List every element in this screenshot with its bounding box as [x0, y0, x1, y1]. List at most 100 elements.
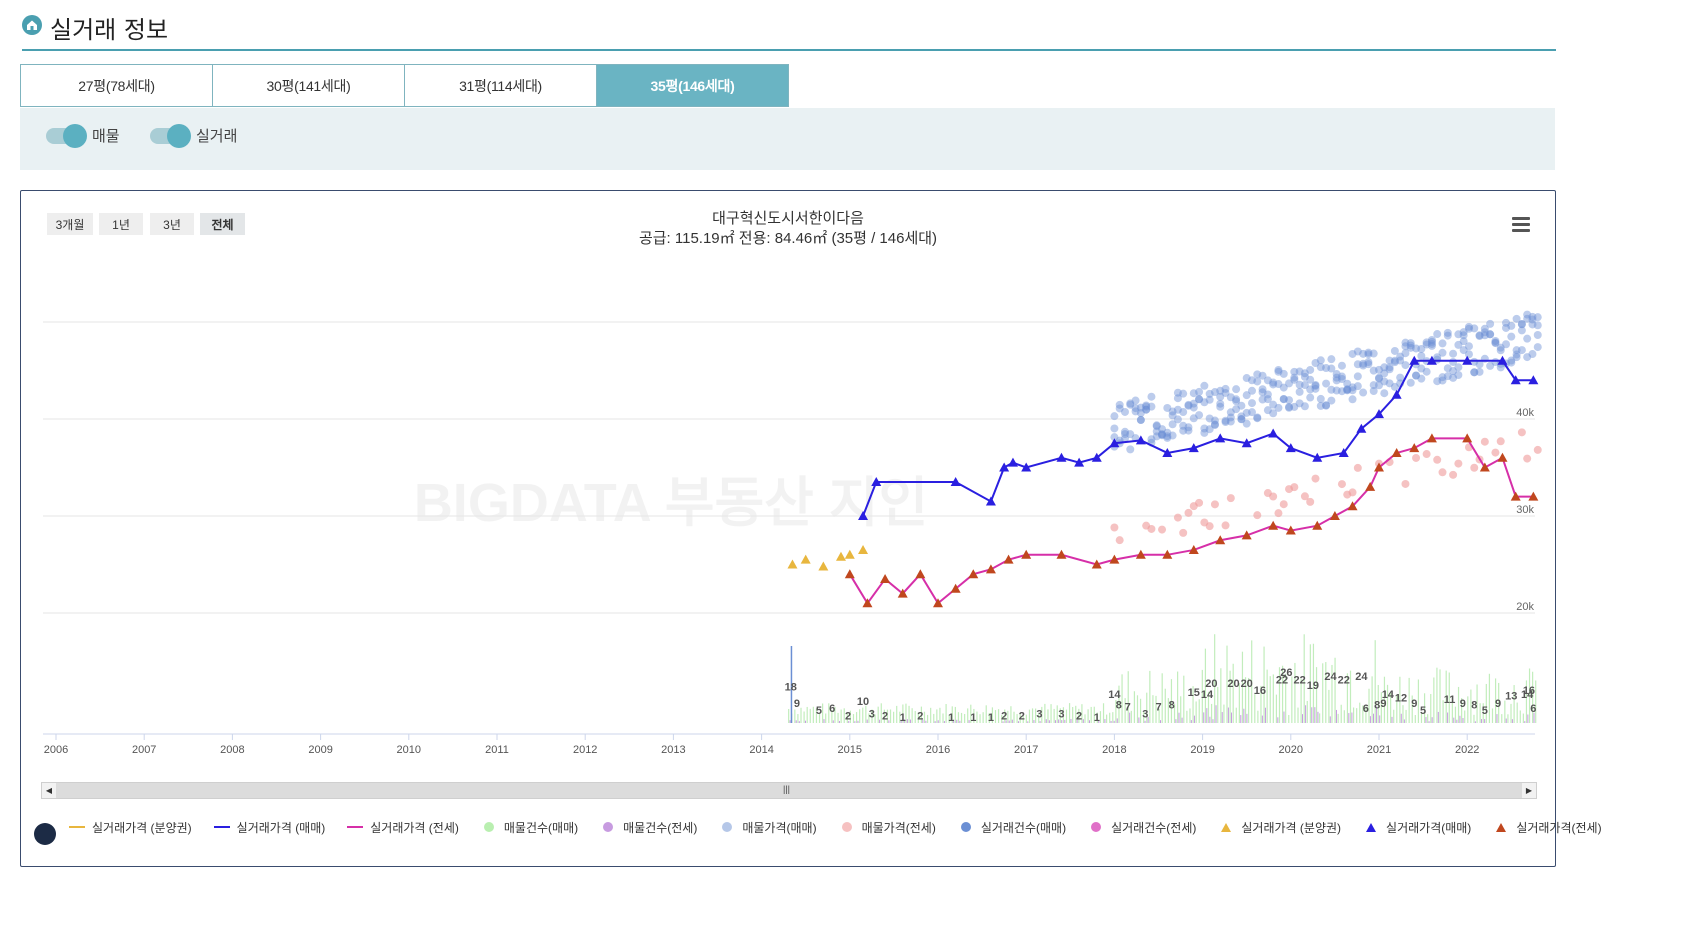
legend-item[interactable]: 매물가격(매매)	[719, 817, 817, 837]
volume-bar-jeonse	[1055, 720, 1057, 723]
volume-bar-jeonse	[1348, 713, 1350, 723]
volume-bar-sale	[1513, 685, 1515, 723]
listing-price-dot-sale	[1152, 432, 1161, 441]
volume-bar-sale	[1207, 691, 1210, 723]
x-tick-label: 2008	[220, 744, 244, 756]
legend-item[interactable]: 매물가격(전세)	[839, 817, 936, 837]
listing-price-dot-sale	[1285, 403, 1294, 412]
listing-price-dot-jeonse	[1184, 508, 1193, 517]
listing-price-dot-sale	[1337, 361, 1346, 370]
listing-price-dot-sale	[1427, 335, 1436, 344]
listing-price-dot-sale	[1195, 395, 1204, 404]
range-3month-button[interactable]: 3개월	[47, 213, 93, 235]
legend-label: 실거래건수(전세)	[1111, 820, 1197, 835]
volume-bar-sale	[1479, 703, 1481, 723]
listing-price-dot-sale	[1512, 314, 1521, 323]
transaction-marker	[1479, 462, 1490, 472]
volume-bar-sale	[1001, 714, 1003, 723]
legend-item[interactable]: 실거래건수(전세)	[1088, 817, 1196, 837]
hamburger-menu-icon[interactable]	[1512, 217, 1530, 235]
volume-bar-sale	[1235, 707, 1237, 723]
legend-line-icon	[69, 821, 85, 833]
range-1year-button[interactable]: 1년	[99, 213, 143, 235]
y-tick-label: 30k	[1516, 504, 1534, 516]
volume-bar-sale	[1133, 691, 1136, 723]
scroll-right-icon[interactable]: ▶	[1522, 783, 1536, 798]
listing-price-dot-sale	[1195, 387, 1204, 396]
volume-bar-sale	[970, 704, 972, 723]
legend-item[interactable]: 실거래가격 (매매)	[213, 817, 325, 837]
volume-bar-sale	[1368, 688, 1370, 723]
volume-bar-sale	[979, 714, 981, 723]
listing-price-dot-sale	[1205, 389, 1214, 398]
volume-bar-sale	[788, 708, 790, 723]
scroll-grip-icon[interactable]: |||	[783, 784, 791, 794]
listing-price-dot-sale	[1295, 387, 1304, 396]
listing-price-dot-sale	[1491, 338, 1500, 347]
listing-price-dot-sale	[1353, 360, 1362, 369]
volume-bar-sale	[1516, 702, 1518, 723]
tab-30pyeong[interactable]: 30평(141세대)	[212, 64, 404, 107]
toggle-listing[interactable]: 매물	[46, 123, 120, 148]
volume-bar-jeonse	[1314, 707, 1316, 723]
series-line	[848, 437, 1534, 606]
listing-price-dot-sale	[1126, 445, 1135, 454]
volume-bar-sale	[871, 709, 873, 723]
legend-item[interactable]: 실거래건수(매매)	[958, 817, 1066, 837]
listing-price-dot-jeonse	[1533, 445, 1542, 454]
transaction-marker	[1241, 438, 1252, 448]
volume-bar-jeonse	[1447, 712, 1449, 723]
volume-bar-sale	[1448, 672, 1450, 723]
range-3year-button[interactable]: 3년	[150, 213, 194, 235]
listing-price-dot-jeonse	[1496, 437, 1505, 446]
volume-bar-sale	[1371, 676, 1373, 723]
volume-bar-sale	[815, 708, 818, 723]
listing-price-dot-sale	[1258, 385, 1267, 394]
volume-bar-sale	[1075, 705, 1077, 723]
listing-price-dot-sale	[1136, 416, 1145, 425]
volume-bar-sale	[1244, 677, 1247, 723]
listing-price-dot-sale	[1512, 350, 1521, 359]
listing-price-dot-sale	[1401, 361, 1410, 370]
scroll-left-icon[interactable]: ◀	[42, 783, 56, 798]
volume-bar-sale	[1078, 708, 1080, 723]
legend-item[interactable]: 매물건수(전세)	[600, 817, 697, 837]
transaction-marker	[1091, 559, 1102, 569]
listing-price-dot-sale	[1158, 425, 1167, 434]
listing-switch[interactable]	[46, 123, 87, 148]
transaction-marker	[1374, 409, 1384, 419]
legend-item[interactable]: 매물건수(매매)	[481, 817, 578, 837]
toggle-transaction[interactable]: 실거래	[150, 123, 237, 148]
legend-item[interactable]: 실거래가격(매매)	[1363, 817, 1471, 837]
volume-bar-sale	[797, 714, 799, 723]
volume-bar-sale	[1322, 663, 1324, 723]
volume-bar-jeonse	[922, 719, 924, 723]
volume-bar-sale	[1068, 703, 1071, 723]
volume-count-label: 2	[882, 710, 888, 722]
listing-price-dot-sale	[1454, 330, 1463, 339]
volume-bar-sale	[1457, 686, 1460, 723]
x-tick-label: 2019	[1190, 744, 1214, 756]
volume-bar-sale	[957, 712, 960, 723]
legend-item[interactable]: 실거래가격 (분양권)	[69, 817, 192, 837]
listing-price-dot-sale	[1343, 379, 1352, 388]
tab-31pyeong[interactable]: 31평(114세대)	[404, 64, 596, 107]
legend-item[interactable]: 실거래가격 (전세)	[347, 817, 459, 837]
legend-item[interactable]: 실거래가격 (분양권)	[1218, 817, 1341, 837]
tab-35pyeong[interactable]: 35평(146세대)	[596, 64, 789, 107]
transaction-marker	[1312, 452, 1323, 462]
range-all-button[interactable]: 전체	[200, 213, 245, 235]
volume-bar-sale	[1238, 683, 1240, 723]
volume-count-label: 2	[1019, 710, 1025, 722]
transaction-marker	[1426, 433, 1437, 443]
volume-bar-sale	[1198, 699, 1200, 723]
listing-price-dot-jeonse	[1337, 480, 1346, 489]
legend-item[interactable]: 실거래가격(전세)	[1493, 817, 1602, 837]
tab-27pyeong[interactable]: 27평(78세대)	[20, 64, 212, 107]
chart-navigator-scrollbar[interactable]: ◀ ||| ▶	[41, 782, 1537, 799]
transaction-switch[interactable]	[150, 123, 191, 148]
listing-price-dot-sale	[1152, 421, 1161, 430]
transaction-marker	[985, 564, 996, 574]
legend-label: 실거래가격(매매)	[1386, 820, 1472, 835]
listing-price-dot-sale	[1306, 393, 1315, 402]
